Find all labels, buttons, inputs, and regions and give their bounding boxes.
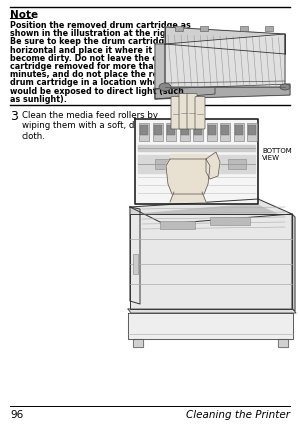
- Polygon shape: [138, 146, 255, 152]
- Text: shown in the illustration at the right.: shown in the illustration at the right.: [10, 29, 178, 38]
- Bar: [140, 126, 148, 136]
- FancyBboxPatch shape: [179, 94, 189, 130]
- Text: Position the removed drum cartridge as: Position the removed drum cartridge as: [10, 21, 191, 30]
- Polygon shape: [133, 339, 143, 347]
- Text: 3: 3: [10, 110, 18, 123]
- Text: minutes, and do not place the removed: minutes, and do not place the removed: [10, 70, 188, 79]
- Polygon shape: [170, 155, 206, 164]
- Polygon shape: [206, 153, 220, 180]
- Bar: [166, 124, 176, 142]
- Polygon shape: [128, 313, 293, 339]
- Bar: [194, 126, 202, 136]
- Polygon shape: [292, 215, 295, 311]
- Polygon shape: [128, 309, 296, 313]
- Polygon shape: [155, 45, 165, 90]
- Bar: [139, 124, 149, 142]
- Bar: [265, 27, 273, 32]
- Bar: [206, 124, 217, 142]
- Bar: [208, 126, 215, 136]
- Polygon shape: [140, 204, 288, 231]
- Text: horizontal and place it where it will not: horizontal and place it where it will no…: [10, 46, 188, 55]
- Polygon shape: [165, 35, 285, 88]
- Polygon shape: [130, 207, 140, 304]
- Polygon shape: [130, 215, 292, 309]
- Ellipse shape: [159, 84, 171, 92]
- Bar: [228, 160, 246, 170]
- Polygon shape: [166, 160, 210, 195]
- Bar: [235, 126, 242, 136]
- Bar: [193, 124, 203, 142]
- FancyBboxPatch shape: [187, 94, 197, 130]
- Polygon shape: [155, 85, 215, 100]
- Bar: [247, 124, 257, 142]
- Bar: [152, 124, 163, 142]
- Bar: [233, 124, 244, 142]
- Bar: [179, 124, 190, 142]
- Text: would be exposed to direct light (such: would be exposed to direct light (such: [10, 86, 184, 95]
- Text: 96: 96: [10, 409, 23, 419]
- Bar: [221, 126, 229, 136]
- Bar: [200, 27, 208, 32]
- Bar: [248, 126, 256, 136]
- Polygon shape: [138, 155, 255, 173]
- Bar: [154, 126, 161, 136]
- Text: Be sure to keep the drum cartridge: Be sure to keep the drum cartridge: [10, 37, 170, 46]
- Bar: [160, 222, 195, 230]
- FancyBboxPatch shape: [171, 97, 181, 130]
- Polygon shape: [135, 120, 258, 204]
- Polygon shape: [170, 193, 206, 202]
- Text: become dirty. Do not leave the drum: become dirty. Do not leave the drum: [10, 54, 176, 63]
- Polygon shape: [130, 199, 292, 225]
- Text: BOTTOM
VIEW: BOTTOM VIEW: [262, 148, 292, 161]
- Text: Cleaning the Printer: Cleaning the Printer: [186, 409, 290, 419]
- Polygon shape: [278, 339, 288, 347]
- Text: as sunlight).: as sunlight).: [10, 95, 67, 104]
- Bar: [133, 254, 138, 274]
- Text: cartridge removed for more than 15: cartridge removed for more than 15: [10, 62, 173, 71]
- Bar: [175, 27, 183, 32]
- Polygon shape: [165, 28, 285, 55]
- Ellipse shape: [280, 85, 290, 91]
- Bar: [210, 218, 250, 225]
- Bar: [220, 124, 230, 142]
- Text: drum cartridge in a location where it: drum cartridge in a location where it: [10, 78, 177, 87]
- FancyBboxPatch shape: [195, 97, 205, 130]
- Text: Note: Note: [10, 10, 38, 20]
- Bar: [240, 27, 248, 32]
- Bar: [167, 126, 175, 136]
- Text: Clean the media feed rollers by
wiping them with a soft, dry
cloth.: Clean the media feed rollers by wiping t…: [22, 111, 158, 141]
- Bar: [155, 160, 173, 170]
- Polygon shape: [155, 85, 290, 100]
- Bar: [181, 126, 188, 136]
